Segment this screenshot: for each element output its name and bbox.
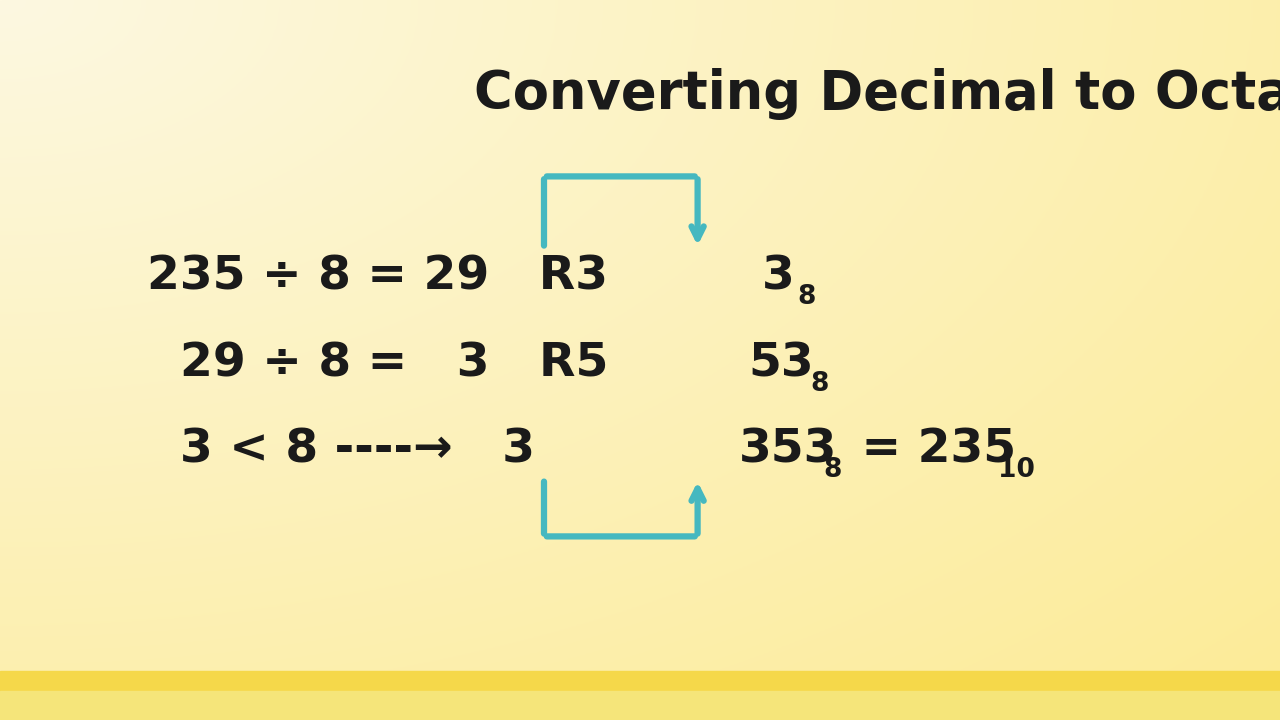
Text: = 235: = 235 [845, 428, 1016, 472]
Text: 8: 8 [823, 457, 841, 483]
Bar [0, 671, 1280, 720]
Text: 8: 8 [810, 371, 828, 397]
Text: 3: 3 [762, 255, 795, 300]
Text: 235 ÷ 8 = 29   R3: 235 ÷ 8 = 29 R3 [147, 255, 608, 300]
Text: 353: 353 [739, 428, 837, 472]
Text: 3 < 8 ----→   3: 3 < 8 ----→ 3 [147, 428, 535, 472]
Text: 8: 8 [797, 284, 815, 310]
Text: 10: 10 [998, 457, 1036, 483]
Text: 29 ÷ 8 =   3   R5: 29 ÷ 8 = 3 R5 [147, 341, 608, 386]
Bar [0, 691, 1280, 720]
Text: Converting Decimal to Octal: Converting Decimal to Octal [474, 68, 1280, 120]
Text: 53: 53 [749, 341, 814, 386]
